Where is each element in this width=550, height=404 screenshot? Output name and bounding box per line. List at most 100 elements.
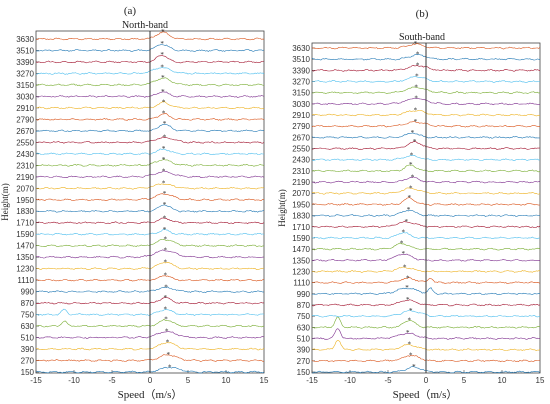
y-tick-label: 2910 bbox=[292, 111, 310, 120]
peak-marker: * bbox=[408, 316, 412, 324]
y-tick-label: 1710 bbox=[16, 219, 34, 228]
peak-marker: * bbox=[161, 88, 165, 96]
y-tick-label: 390 bbox=[21, 345, 35, 354]
peak-marker: * bbox=[412, 363, 416, 371]
y-tick-label: 750 bbox=[21, 311, 35, 320]
y-tick-label: 2550 bbox=[16, 138, 34, 147]
peak-marker: * bbox=[414, 106, 418, 114]
panel-south-band: (b) South-band 1502703905106307508709901… bbox=[277, 8, 545, 401]
x-tick-label: 10 bbox=[222, 376, 231, 385]
y-tick-label: 3510 bbox=[16, 46, 34, 55]
y-tick-label: 2070 bbox=[16, 184, 34, 193]
peak-marker: * bbox=[411, 129, 415, 137]
y-tick-label: 150 bbox=[21, 368, 35, 377]
peak-marker: * bbox=[416, 51, 420, 59]
y-tick-label: 2670 bbox=[16, 127, 34, 136]
y-tick-label: 2430 bbox=[292, 156, 310, 165]
peak-marker: * bbox=[409, 307, 413, 315]
peak-marker: * bbox=[168, 363, 172, 371]
y-tick-label: 1470 bbox=[16, 242, 34, 251]
peak-marker: * bbox=[163, 271, 167, 279]
peak-marker: * bbox=[410, 152, 414, 160]
x-tick-label: 5 bbox=[462, 376, 467, 385]
peak-marker: * bbox=[162, 168, 166, 176]
y-tick-label: 1230 bbox=[292, 267, 310, 276]
y-tick-label: 630 bbox=[297, 323, 311, 332]
y-tick-label: 3150 bbox=[16, 81, 34, 90]
x-tick-label: 5 bbox=[186, 376, 191, 385]
peak-marker: * bbox=[400, 240, 404, 248]
y-tick-labels: 150 270 390 510 630 750 870 990 1110 1230 1350 1470… bbox=[292, 44, 315, 377]
y-tick-label: 3030 bbox=[292, 100, 310, 109]
panel-label: (b) bbox=[416, 8, 429, 20]
chart-title: North-band bbox=[122, 20, 168, 31]
y-tick-label: 3630 bbox=[16, 35, 34, 44]
peak-marker: * bbox=[163, 120, 167, 128]
y-tick-label: 1470 bbox=[292, 245, 310, 254]
peak-marker: * bbox=[406, 329, 410, 337]
y-tick-label: 990 bbox=[297, 290, 311, 299]
y-tick-label: 2190 bbox=[16, 173, 34, 182]
peak-marker: * bbox=[161, 28, 165, 36]
y-tick-label: 2310 bbox=[292, 167, 310, 176]
peak-marker: * bbox=[162, 180, 166, 188]
peak-marker: * bbox=[409, 161, 413, 169]
y-tick-label: 3030 bbox=[16, 92, 34, 101]
y-tick-label: 3510 bbox=[292, 55, 310, 64]
peak-marker: * bbox=[409, 184, 413, 192]
chart-title: South-band bbox=[399, 32, 445, 43]
x-tick-label: -10 bbox=[68, 376, 80, 385]
peak-marker: * bbox=[165, 328, 169, 336]
y-tick-label: 990 bbox=[21, 288, 35, 297]
peak-marker: * bbox=[163, 305, 167, 313]
y-tick-label: 3150 bbox=[292, 89, 310, 98]
peak-marker: * bbox=[166, 339, 170, 347]
peak-marker: * bbox=[162, 145, 166, 153]
x-tick-label: 15 bbox=[536, 376, 545, 385]
peak-marker: * bbox=[163, 246, 167, 254]
peak-markers: * * * * * * * * * * * * * * * * * * * * * * * * * * * * * * bbox=[160, 28, 172, 371]
peak-marker: * bbox=[160, 51, 164, 59]
peak-marker: * bbox=[414, 40, 418, 48]
y-tick-label: 1110 bbox=[17, 276, 34, 285]
x-tick-label: 0 bbox=[148, 376, 153, 385]
y-tick-label: 2190 bbox=[292, 178, 310, 187]
peak-marker: * bbox=[163, 190, 167, 198]
y-tick-label: 2670 bbox=[292, 133, 310, 142]
y-axis-label: Height(m) bbox=[277, 189, 287, 227]
peak-marker: * bbox=[401, 228, 405, 236]
x-tick-label: -15 bbox=[306, 376, 318, 385]
y-tick-label: 1350 bbox=[16, 253, 34, 262]
peak-marker: * bbox=[160, 64, 164, 72]
x-tick-label: -5 bbox=[108, 376, 116, 385]
y-tick-label: 630 bbox=[21, 322, 35, 331]
peak-marker: * bbox=[166, 351, 170, 359]
y-tick-label: 3630 bbox=[292, 44, 310, 53]
y-tick-label: 2310 bbox=[16, 161, 34, 170]
y-tick-label: 870 bbox=[21, 299, 35, 308]
y-tick-label: 1710 bbox=[292, 223, 310, 232]
peak-marker: * bbox=[162, 99, 166, 107]
x-tick-label: -15 bbox=[30, 376, 42, 385]
y-axis-label: Height(m) bbox=[0, 183, 10, 221]
y-tick-label: 1830 bbox=[16, 207, 34, 216]
y-tick-label: 1830 bbox=[292, 212, 310, 221]
x-tick-label: 15 bbox=[260, 376, 269, 385]
y-tick-label: 750 bbox=[297, 312, 311, 321]
y-tick-label: 270 bbox=[297, 357, 311, 366]
peak-marker: * bbox=[164, 316, 168, 324]
y-tick-labels: 150 270 390 510 630 750 870 990 1110 1230 1350 1470… bbox=[16, 35, 39, 377]
peak-marker: * bbox=[163, 226, 167, 234]
peak-marker: * bbox=[162, 110, 166, 118]
peak-marker: * bbox=[407, 206, 411, 214]
x-tick-label: 0 bbox=[424, 376, 429, 385]
y-tick-label: 1230 bbox=[16, 265, 34, 274]
peak-marker: * bbox=[415, 73, 419, 81]
y-tick-label: 1350 bbox=[292, 256, 310, 265]
y-tick-label: 870 bbox=[297, 301, 311, 310]
peak-marker: * bbox=[163, 294, 167, 302]
peak-marker: * bbox=[163, 236, 167, 244]
peak-marker: * bbox=[411, 174, 415, 182]
peak-marker: * bbox=[414, 83, 418, 91]
